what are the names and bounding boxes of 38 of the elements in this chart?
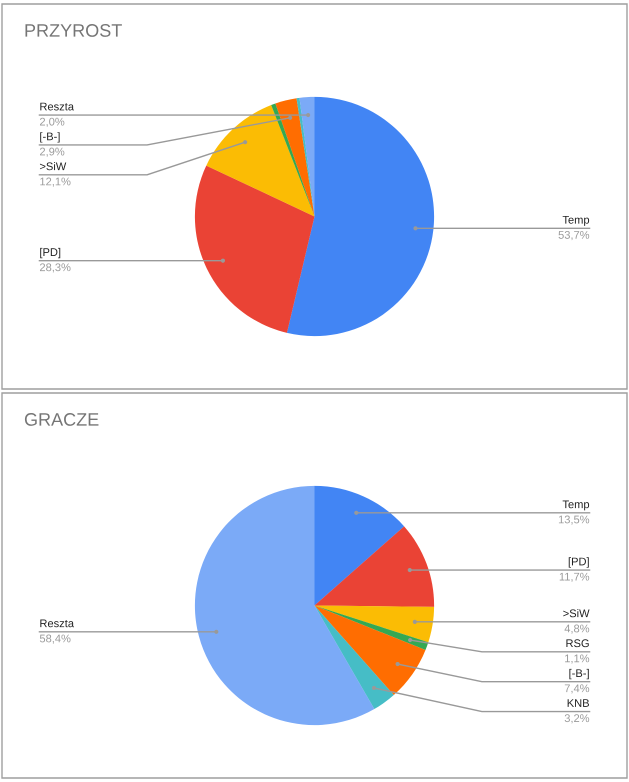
pie-slice xyxy=(286,96,434,336)
pie-slice xyxy=(194,486,374,726)
pie-slice xyxy=(296,98,314,216)
pie-slice xyxy=(206,105,314,216)
pie-slice xyxy=(314,606,426,696)
pie-slice xyxy=(300,96,314,216)
data-label: 2,0% xyxy=(40,118,64,127)
slice-label: [PD] xyxy=(568,557,589,568)
slice-label: Temp xyxy=(562,500,590,510)
pie-slice xyxy=(314,606,394,710)
pie-slice xyxy=(314,526,434,607)
slice-label: Temp xyxy=(562,216,590,226)
pie-slice xyxy=(314,486,404,606)
data-label: 28,3% xyxy=(40,263,71,273)
pie-slice xyxy=(314,606,428,650)
pie-slice xyxy=(314,606,434,642)
slice-label: KNB xyxy=(568,699,589,707)
slice-label: [PD] xyxy=(40,248,60,258)
data-label: 2,9% xyxy=(40,148,64,157)
slice-label: >SiW xyxy=(40,162,66,170)
data-label: 13,5% xyxy=(558,516,590,525)
slice-label: >SiW xyxy=(563,609,590,618)
data-label: 7,4% xyxy=(564,684,590,694)
pie-slice xyxy=(194,166,314,333)
chart-title: PRZYROST xyxy=(25,24,122,37)
data-label: 4,8% xyxy=(564,624,590,634)
slice-label: Reszta xyxy=(40,619,74,628)
data-label: 3,2% xyxy=(564,714,590,724)
data-label: 1,1% xyxy=(565,654,590,664)
slice-label: RSG xyxy=(566,639,589,648)
slice-label: [-B-] xyxy=(569,668,589,680)
data-label: 53,7% xyxy=(558,230,590,240)
data-label: 12,1% xyxy=(40,178,71,187)
slice-label: Reszta xyxy=(40,102,74,110)
slice-label: [-B-] xyxy=(40,132,60,143)
data-label: 11,7% xyxy=(560,572,590,582)
chart-title: GRACZE xyxy=(24,413,98,426)
data-label: 58,4% xyxy=(40,634,71,644)
